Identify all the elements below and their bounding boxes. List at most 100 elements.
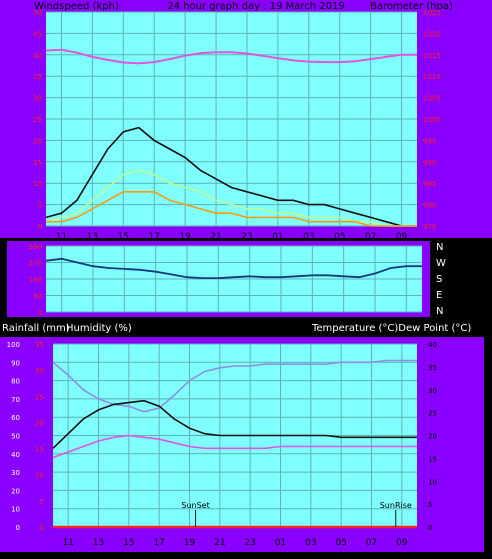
rainfall-tick-label: 25 — [35, 393, 44, 401]
rainfall-tick-label: 20 — [35, 419, 44, 427]
wind-x-tick-label: 13 — [87, 232, 98, 242]
sun-marker-label: SunSet — [181, 501, 209, 510]
humidity-axis-title: Humidity (%) — [66, 323, 132, 334]
humidity-tick-label: 50 — [11, 433, 20, 441]
wind-x-tick-label: 03 — [303, 232, 314, 242]
wind-axis-title: Windspeed (kph) — [34, 1, 119, 12]
temperature-tick-label: 0 — [428, 524, 432, 532]
wind-left-tick-label: 35 — [33, 73, 42, 81]
barometer-right-tick-label: 995 — [423, 137, 436, 145]
barometer-right-tick-label: 1000 — [423, 116, 441, 124]
humidity-tick-label: 70 — [11, 396, 20, 404]
wind-left-tick-label: 50 — [33, 9, 42, 17]
humidity-tick-label: 100 — [7, 341, 20, 349]
rainfall-tick-label: 30 — [35, 367, 44, 375]
rainfall-tick-label: 15 — [35, 446, 44, 454]
humidity-tick-label: 10 — [11, 506, 20, 514]
temp-x-tick-label: 17 — [153, 538, 164, 548]
humidity-tick-label: 60 — [11, 414, 20, 422]
temp-x-tick-label: 11 — [62, 538, 73, 548]
wind-x-tick-label: 19 — [179, 232, 191, 242]
wind-left-tick-label: 40 — [33, 52, 42, 60]
barometer-right-tick-label: 990 — [423, 159, 436, 167]
compass-label: E — [436, 290, 442, 301]
barometer-right-tick-label: 1005 — [423, 95, 441, 103]
compass-label: N — [436, 306, 443, 317]
temp-x-tick-label: 19 — [184, 538, 196, 548]
annotations: SunSet SunRise — [181, 501, 412, 527]
compass-label: N — [436, 242, 443, 253]
humidity-tick-label: 0 — [16, 524, 20, 532]
wind-series-line-0 — [45, 126, 417, 227]
humidity-tick-label: 30 — [11, 469, 20, 477]
humidity-tick-label: 20 — [11, 487, 20, 495]
humidity-tick-label: 80 — [11, 378, 20, 386]
wind-x-tick-label: 23 — [241, 232, 252, 242]
wind-x-tick-label: 07 — [365, 232, 376, 242]
temp-x-tick-label: 03 — [305, 538, 316, 548]
temp-x-tick-label: 09 — [396, 538, 408, 548]
wind-left-tick-label: 5 — [38, 202, 42, 210]
barometer-right-tick-label: 1025 — [423, 9, 441, 17]
temperature-tick-label: 40 — [428, 341, 437, 349]
temp-x-tick-label: 05 — [335, 538, 346, 548]
barometer-right-tick-label: 985 — [423, 180, 436, 188]
temperature-tick-label: 25 — [428, 410, 437, 418]
humidity-tick-label: 90 — [11, 359, 20, 367]
barometer-right-tick-label: 1015 — [423, 52, 441, 60]
temperature-tick-label: 10 — [428, 478, 437, 486]
wind-x-tick-label: 21 — [210, 232, 221, 242]
rainfall-tick-label: 10 — [35, 472, 44, 480]
direction-tick-label: 180 — [29, 276, 42, 284]
barometer-right-tick-label: 1010 — [423, 73, 441, 81]
data-series — [45, 48, 422, 529]
direction-tick-label: 360 — [29, 243, 42, 251]
direction-tick-label: 90 — [33, 293, 42, 301]
wind-left-tick-label: 15 — [33, 159, 42, 167]
wind-x-tick-label: 11 — [56, 232, 67, 242]
wind-x-tick-label: 01 — [272, 232, 283, 242]
temperature-axis-title: Temperature (°C)Dew Point (°C) — [311, 323, 471, 334]
temp-series-line-2 — [52, 434, 417, 459]
rainfall-tick-label: 5 — [40, 498, 44, 506]
temp-x-tick-label: 01 — [275, 538, 286, 548]
wind-left-tick-label: 30 — [33, 95, 42, 103]
barometer-right-tick-label: 975 — [423, 223, 436, 231]
temperature-tick-label: 15 — [428, 455, 437, 463]
temp-x-tick-label: 23 — [244, 538, 255, 548]
graph-title: 24 hour graph day : 19 March 2019 — [167, 1, 345, 12]
temp-series-line-1 — [52, 399, 417, 449]
humidity-tick-label: 40 — [11, 451, 20, 459]
wind-series-line-3 — [45, 48, 417, 65]
wind-x-tick-label: 17 — [148, 232, 159, 242]
direction-tick-label: 0 — [38, 309, 42, 317]
barometer-axis-title: Barometer (hpa) — [370, 1, 453, 12]
barometer-right-tick-label: 1020 — [423, 30, 441, 38]
wind-series-line-2 — [46, 191, 417, 227]
temperature-tick-label: 5 — [428, 501, 432, 509]
rainfall-axis-title: Rainfall (mm) — [2, 323, 70, 334]
wind-left-tick-label: 45 — [33, 30, 42, 38]
wind-left-tick-label: 0 — [38, 223, 42, 231]
wind-left-tick-label: 20 — [33, 137, 42, 145]
wind-left-tick-label: 10 — [33, 180, 42, 188]
direction-series-line-0 — [45, 257, 422, 280]
temp-x-tick-label: 21 — [214, 538, 225, 548]
compass-label: S — [436, 274, 442, 285]
direction-tick-label: 270 — [29, 260, 42, 268]
rainfall-tick-label: 35 — [35, 341, 44, 349]
temperature-tick-label: 20 — [428, 433, 437, 441]
barometer-right-tick-label: 980 — [423, 202, 436, 210]
wind-x-tick-label: 09 — [396, 232, 408, 242]
temp-x-tick-label: 07 — [366, 538, 377, 548]
temperature-tick-label: 30 — [428, 387, 437, 395]
wind-x-tick-label: 15 — [118, 232, 129, 242]
wind-x-tick-label: 05 — [334, 232, 345, 242]
wind-left-tick-label: 25 — [33, 116, 42, 124]
temperature-tick-label: 35 — [428, 364, 437, 372]
rainfall-tick-label: 0 — [40, 524, 44, 532]
compass-label: W — [436, 258, 446, 269]
sun-marker-label: SunRise — [380, 501, 412, 510]
